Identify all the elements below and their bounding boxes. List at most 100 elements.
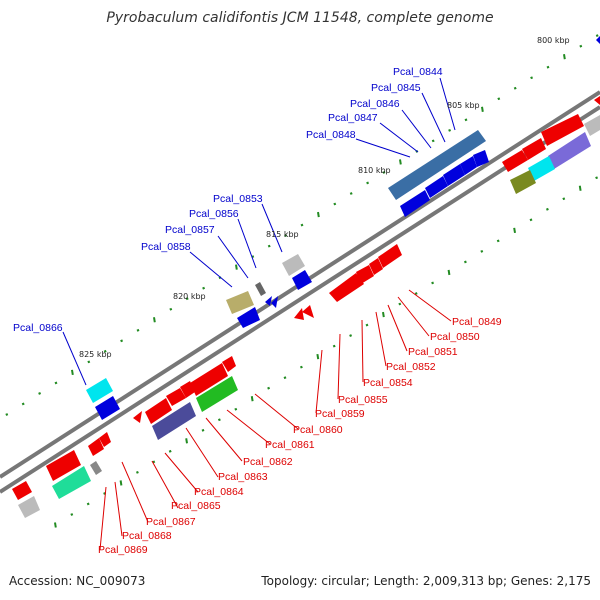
tick-mark (332, 344, 336, 348)
gene-box-red-0867 (88, 438, 104, 456)
gene-box-cyan-right (528, 156, 555, 181)
gene-box-grey-small (255, 282, 266, 296)
tick-mark (251, 255, 255, 259)
tick-mark (382, 311, 385, 318)
tick-mark (120, 339, 124, 343)
gene-label-pcal-0857: Pcal_0857 (165, 224, 215, 236)
gene-label-pcal-0863: Pcal_0863 (218, 471, 268, 483)
kbp-label-800: 800 kbp (537, 36, 570, 45)
tick-mark (250, 396, 254, 402)
gene-arrow-blue-a (265, 296, 272, 306)
tick-mark (168, 449, 172, 453)
gene-label-pcal-0865: Pcal_0865 (171, 500, 221, 512)
tick-mark (135, 470, 139, 474)
gene-label-pcal-0848: Pcal_0848 (306, 129, 356, 141)
gene-box-purple-right (548, 132, 591, 169)
gene-box-blue-4 (460, 156, 477, 175)
tick-mark (300, 223, 304, 227)
tick-mark (579, 44, 583, 48)
gene-box-blue-3 (443, 164, 465, 186)
kbp-labels: 800 kbp 805 kbp 810 kbp 815 kbp 820 kbp … (79, 36, 570, 359)
gene-arrow-blue-top-right (596, 36, 600, 44)
gene-label-pcal-0861: Pcal_0861 (265, 439, 315, 451)
gene-box-red-0869 (46, 450, 81, 481)
gene-box-cyan-0866 (86, 378, 113, 403)
gene-label-pcal-0866: Pcal_0866 (13, 322, 63, 334)
tick-mark (480, 249, 484, 253)
tick-mark (431, 139, 435, 143)
tick-mark (152, 460, 156, 464)
genome-stats-footer: Topology: circular; Length: 2,009,313 bp… (261, 574, 591, 588)
kbp-label-820: 820 kbp (173, 292, 206, 301)
gene-box-blue-0853 (292, 270, 312, 290)
gene-box-red-0862 (166, 388, 186, 406)
tick-mark (365, 323, 369, 327)
gene-box-red-right-3 (522, 138, 546, 160)
tick-mark (267, 244, 271, 248)
tick-mark (54, 522, 57, 528)
tick-mark (234, 407, 238, 411)
gene-label-pcal-0853: Pcal_0853 (213, 193, 263, 205)
gene-box-grey-0853 (282, 254, 305, 276)
tick-mark (382, 171, 386, 174)
tick-mark (169, 307, 173, 311)
kbp-label-810: 810 kbp (358, 166, 391, 175)
gene-box-red-0852 (378, 244, 402, 268)
tick-mark (464, 118, 468, 122)
tick-mark (530, 76, 534, 80)
gene-arrow-red-0865b (133, 411, 142, 423)
gene-label-pcal-0847: Pcal_0847 (328, 112, 378, 124)
gene-box-red-0859 (190, 363, 228, 396)
gene-label-pcal-0852: Pcal_0852 (386, 361, 436, 373)
tick-mark (71, 369, 74, 376)
gene-label-pcal-0869: Pcal_0869 (98, 544, 148, 556)
tick-mark (349, 192, 353, 195)
tick-mark (299, 365, 303, 369)
gene-label-pcal-0860: Pcal_0860 (293, 424, 343, 436)
tick-mark (86, 502, 90, 506)
tick-mark (414, 292, 418, 295)
tick-mark (87, 360, 91, 364)
tick-mark (70, 513, 74, 516)
gene-box-blue-0866 (95, 396, 120, 420)
gene-box-teal-0869 (52, 466, 91, 499)
tick-mark (284, 234, 288, 237)
tick-mark (562, 197, 566, 201)
gene-label-pcal-0855: Pcal_0855 (338, 394, 388, 406)
gene-box-green-0861 (196, 376, 238, 412)
gene-box-purple-0864 (152, 402, 196, 440)
kbp-label-805: 805 kbp (447, 101, 480, 110)
tick-mark (546, 65, 550, 69)
gene-box-red-0849 (329, 273, 364, 302)
gene-arrow-red-0855 (302, 305, 314, 318)
gene-box-red-edge (12, 481, 32, 500)
tick-mark (38, 392, 42, 395)
gene-label-pcal-0867: Pcal_0867 (146, 516, 196, 528)
gene-box-red-0851 (369, 258, 383, 275)
tick-mark (185, 297, 189, 301)
map-title: Pyrobaculum calidifontis JCM 11548, comp… (106, 10, 494, 26)
tick-mark (431, 281, 435, 285)
tick-mark (563, 54, 566, 60)
tick-mark (21, 402, 25, 406)
gene-box-olive-right (510, 170, 536, 194)
gene-box-pcal-0844-0848 (388, 130, 486, 200)
leader-lines (62, 77, 456, 551)
gene-box-red-0863 (180, 381, 195, 398)
gene-box-blue-0858 (237, 307, 260, 328)
gene-label-pcal-0858: Pcal_0858 (141, 241, 191, 253)
tick-mark (103, 349, 107, 353)
tick-mark (513, 227, 516, 234)
tick-mark (496, 239, 500, 243)
gene-box-grey-right (584, 115, 600, 136)
tick-mark (448, 128, 452, 132)
tick-mark (399, 159, 402, 165)
gene-label-pcal-0845: Pcal_0845 (371, 82, 421, 94)
gene-label-pcal-0850: Pcal_0850 (430, 331, 480, 343)
tick-mark (316, 353, 320, 360)
forward-gene-labels: Pcal_0844 Pcal_0845 Pcal_0846 Pcal_0847 … (13, 66, 443, 334)
tick-mark (497, 97, 501, 101)
tick-mark (366, 181, 370, 185)
gene-arrow-blue-b (271, 296, 278, 308)
